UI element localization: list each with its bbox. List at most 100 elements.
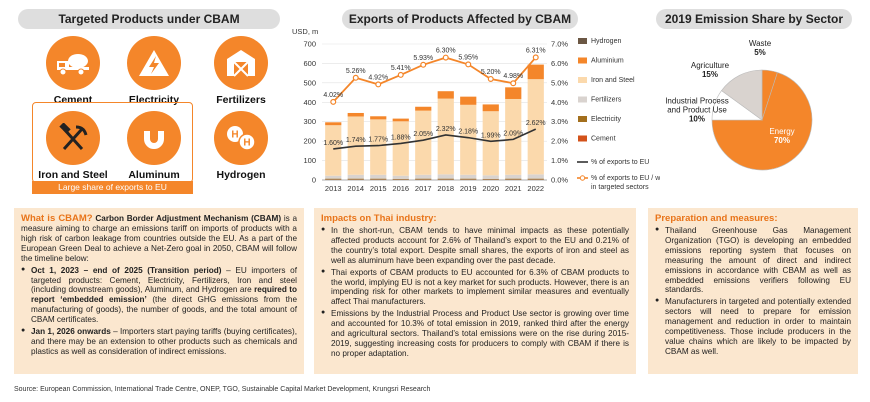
bullet-bold: required to report ‘embedded emission’: [31, 285, 297, 305]
legend-label: Electricity: [591, 116, 621, 123]
bar-segment: [370, 178, 387, 180]
bar-segment: [482, 104, 499, 112]
electricity-warning-icon: [127, 36, 181, 90]
tile-electricity: Electricity: [111, 36, 197, 106]
y2-tick-label: 0.0%: [551, 176, 568, 185]
cement-mixer-icon: [46, 36, 100, 90]
tile-iron-and-steel: Iron and Steel: [30, 111, 116, 181]
y2-tick-label: 2.0%: [551, 137, 568, 146]
line-point: [532, 54, 539, 61]
impacts-bullet: In the short-run, CBAM tends to have min…: [321, 226, 629, 265]
bar-segment: [325, 125, 342, 176]
x-tick-label: 2018: [437, 184, 454, 193]
pie-value: 5%: [754, 48, 766, 57]
data-label: 5.20%: [481, 69, 501, 76]
bar-segment: [392, 121, 409, 176]
y-tick-label: 500: [303, 78, 316, 87]
bar-segment: [527, 79, 544, 175]
cbam-title-bold: Carbon Border Adjustment Mechanism (CBAM…: [95, 214, 282, 223]
data-label: 2.18%: [458, 129, 478, 136]
bar-segment: [437, 98, 454, 175]
impacts-panel: Impacts on Thai industry: In the short-r…: [314, 208, 636, 374]
bar-segment: [460, 174, 477, 179]
pie-label: and Product Use: [667, 106, 727, 115]
bar-segment: [460, 178, 477, 180]
line-point: [442, 54, 449, 61]
cbam-bullet-2026: Jan 1, 2026 onwards – Importers start pa…: [21, 327, 297, 357]
line-point: [465, 61, 472, 68]
line-point: [397, 71, 404, 78]
bar-segment: [347, 112, 364, 117]
svg-text:H: H: [243, 138, 250, 149]
pie-value: 70%: [774, 136, 790, 145]
cbam-bullet-transition: Oct 1, 2023 – end of 2025 (Transition pe…: [21, 266, 297, 325]
pie-slice: [711, 72, 813, 171]
line-point: [487, 75, 494, 82]
y-tick-label: 400: [303, 98, 316, 107]
data-label: 2.05%: [413, 131, 433, 138]
hydrogen-molecule-icon: H H: [214, 111, 268, 165]
tile-cement: Cement: [30, 36, 116, 106]
tile-label: Fertilizers: [216, 94, 266, 106]
bullet-text: – EU importers of targeted products: Cem…: [31, 265, 297, 295]
y2-tick-label: 7.0%: [551, 40, 568, 49]
y-axis-unit: USD, m: [292, 28, 318, 36]
x-tick-label: 2016: [392, 184, 409, 193]
data-label: 1.88%: [391, 134, 411, 141]
tile-label: Iron and Steel: [38, 169, 108, 181]
bar-segment: [415, 110, 432, 175]
data-label: 4.98%: [503, 73, 523, 80]
bar-segment: [325, 175, 342, 179]
x-tick-label: 2019: [460, 184, 477, 193]
data-label: 5.26%: [346, 68, 366, 75]
y-tick-label: 0: [312, 176, 316, 185]
bar-segment: [415, 174, 432, 179]
bar-segment: [482, 178, 499, 180]
line-point: [510, 80, 517, 87]
bar-segment: [527, 64, 544, 80]
x-tick-label: 2015: [370, 184, 387, 193]
pie-slice: [721, 69, 763, 121]
bar-segment: [437, 174, 454, 179]
bullet-text: – Importers start paying tariffs (buying…: [31, 326, 298, 356]
y-tick-label: 200: [303, 137, 316, 146]
x-tick-label: 2022: [527, 184, 544, 193]
data-label: 1.77%: [368, 137, 388, 144]
targeted-products-header: Targeted Products under CBAM: [18, 9, 280, 29]
line-point: [352, 74, 359, 81]
bar-segment: [505, 87, 522, 99]
data-label: 5.93%: [413, 55, 433, 62]
pie-label: Energy: [769, 127, 794, 136]
bar-segment: [325, 178, 342, 180]
legend-label: % of exports to EU / worldin targeted se…: [591, 175, 660, 191]
exports-chart-header: Exports of Products Affected by CBAM: [342, 9, 578, 29]
pie-value: 10%: [689, 115, 705, 124]
data-label: 2.62%: [526, 120, 546, 127]
y2-tick-label: 4.0%: [551, 98, 568, 107]
legend-swatch: [578, 77, 587, 83]
pie-label: Waste: [749, 39, 772, 48]
panel-title: Preparation and measures:: [655, 213, 778, 224]
y2-tick-label: 5.0%: [551, 78, 568, 87]
bullet-bold: Jan 1, 2026 onwards: [31, 326, 111, 336]
bar-segment: [527, 178, 544, 180]
data-label: 2.09%: [503, 130, 523, 137]
data-label: 1.74%: [346, 137, 366, 144]
prep-bullet: Thailand Greenhouse Gas Management Organ…: [655, 226, 851, 295]
bar-segment: [482, 111, 499, 176]
bullet-bold: Oct 1, 2023 – end of 2025 (Transition pe…: [31, 265, 222, 275]
exports-bar-chart: USD, m 1.60% 1.74% 1.77% 1.88% 2.05%2.32% 2.1…: [292, 28, 660, 193]
barn-icon: [214, 36, 268, 90]
x-tick-label: 2021: [505, 184, 522, 193]
legend-swatch: [578, 57, 587, 64]
legend-label: % of exports to EU: [591, 159, 649, 166]
tile-fertilizers: Fertilizers: [198, 36, 284, 106]
data-label: 5.95%: [458, 54, 478, 61]
hammer-pick-icon: [46, 111, 100, 165]
tile-aluminum: Aluminum: [111, 111, 197, 181]
bullet-text: (the direct GHG emissions from the manuf…: [31, 295, 297, 324]
y2-tick-label: 1.0%: [551, 156, 568, 165]
data-label: 1.60%: [323, 140, 343, 147]
y2-tick-label: 3.0%: [551, 117, 568, 126]
